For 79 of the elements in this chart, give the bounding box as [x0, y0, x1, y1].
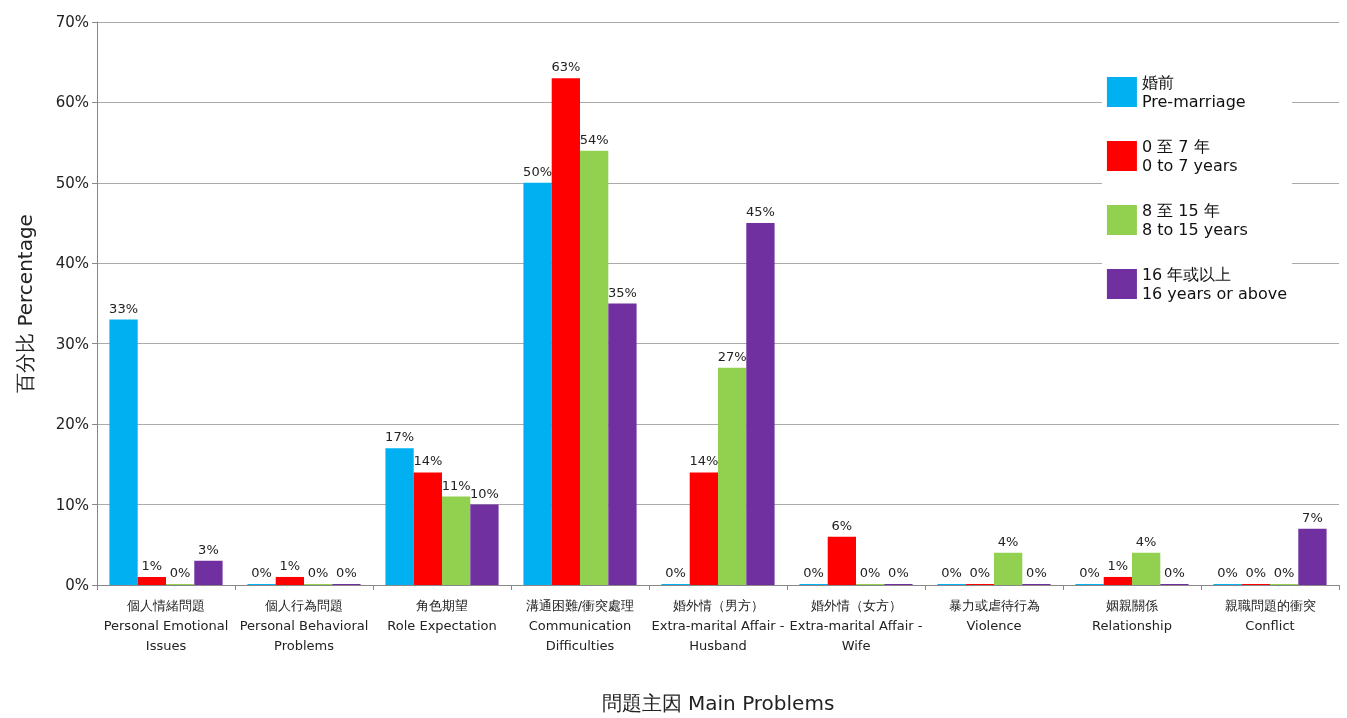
bar — [275, 576, 304, 585]
x-tick-label: 婚外情（女方） Extra-marital Affair - Wife — [789, 597, 923, 653]
bar — [827, 536, 856, 585]
data-label: 0% — [665, 565, 686, 580]
legend-label: 婚前 Pre-marriage — [1141, 73, 1246, 111]
legend-label: 16 年或以上 16 years or above — [1141, 265, 1287, 303]
bar — [689, 472, 718, 585]
x-tick-label: 個人情緒問題 Personal Emotional Issues — [103, 597, 229, 653]
data-label: 27% — [717, 348, 747, 364]
data-label: 0% — [169, 565, 191, 580]
data-label: 50% — [523, 163, 553, 179]
data-label: 0% — [803, 565, 824, 580]
bar — [551, 78, 580, 585]
data-label: 14% — [689, 453, 719, 469]
x-tick-label: 個人行為問題 Personal Behavioral Problems — [239, 597, 369, 653]
data-label: 4% — [1135, 533, 1157, 549]
bar — [1103, 576, 1132, 585]
x-axis-title: 問題主因 Main Problems — [601, 691, 835, 715]
bar — [1132, 552, 1161, 585]
y-tick-label: 10% — [55, 495, 89, 514]
bar — [1298, 528, 1327, 585]
x-tick-label: 溝通困難/衝突處理 Communication Difficulties — [525, 597, 635, 653]
data-label: 1% — [1107, 557, 1129, 573]
y-tick-label: 40% — [55, 254, 89, 273]
legend-label: 0 至 7 年 0 to 7 years — [1141, 137, 1238, 175]
y-tick-label: 20% — [55, 415, 89, 434]
data-label: 10% — [469, 485, 499, 501]
bar — [608, 303, 637, 585]
y-tick-label: 60% — [55, 93, 89, 112]
data-label: 0% — [859, 565, 881, 580]
data-label: 33% — [109, 300, 139, 316]
data-label: 0% — [888, 565, 909, 580]
bar — [580, 150, 609, 585]
data-label: 0% — [251, 565, 272, 580]
data-label: 7% — [1302, 509, 1323, 525]
data-label: 17% — [385, 429, 415, 445]
bar — [385, 448, 414, 585]
bar — [194, 560, 223, 585]
bar — [470, 504, 499, 585]
data-label: 14% — [413, 453, 443, 469]
bar — [523, 182, 552, 585]
data-label: 45% — [745, 204, 775, 220]
data-label: 0% — [1079, 565, 1100, 580]
y-tick-label: 70% — [55, 13, 89, 31]
y-tick-label: 30% — [55, 334, 89, 353]
data-label: 0% — [1245, 565, 1267, 580]
data-label: 11% — [441, 477, 471, 493]
data-label: 0% — [307, 565, 329, 580]
data-label: 4% — [997, 533, 1019, 549]
data-label: 6% — [831, 517, 853, 533]
y-tick-label: 0% — [65, 576, 89, 594]
x-tick-label: 角色期望 Role Expectation — [387, 597, 497, 633]
data-label: 0% — [1273, 565, 1295, 580]
data-label: 1% — [279, 557, 301, 573]
bar — [718, 367, 747, 585]
data-label: 0% — [969, 565, 991, 580]
bar — [442, 496, 471, 585]
data-label: 0% — [1217, 565, 1238, 580]
data-label: 1% — [141, 557, 163, 573]
data-label: 63% — [551, 59, 581, 75]
y-axis-title: 百分比 Percentage — [13, 214, 37, 393]
data-label: 54% — [579, 131, 609, 147]
bar — [413, 472, 442, 585]
x-tick-label: 親職問題的衝突 Conflict — [1224, 597, 1316, 633]
bar — [109, 319, 138, 585]
legend-label: 8 至 15 年 8 to 15 years — [1141, 201, 1248, 239]
bar — [994, 552, 1023, 585]
data-label: 3% — [198, 541, 219, 557]
data-label: 0% — [336, 565, 357, 580]
data-label: 0% — [1164, 565, 1185, 580]
data-label: 0% — [941, 565, 962, 580]
y-tick-label: 50% — [55, 173, 89, 192]
data-label: 35% — [607, 284, 637, 300]
x-tick-label: 姻親關係 Relationship — [1092, 597, 1172, 633]
x-tick-label: 婚外情（男方） Extra-marital Affair - Husband — [651, 597, 785, 653]
bar — [746, 223, 775, 585]
bar — [137, 576, 166, 585]
data-label: 0% — [1026, 565, 1047, 580]
x-tick-label: 暴力或虐待行為 Violence — [948, 597, 1040, 633]
